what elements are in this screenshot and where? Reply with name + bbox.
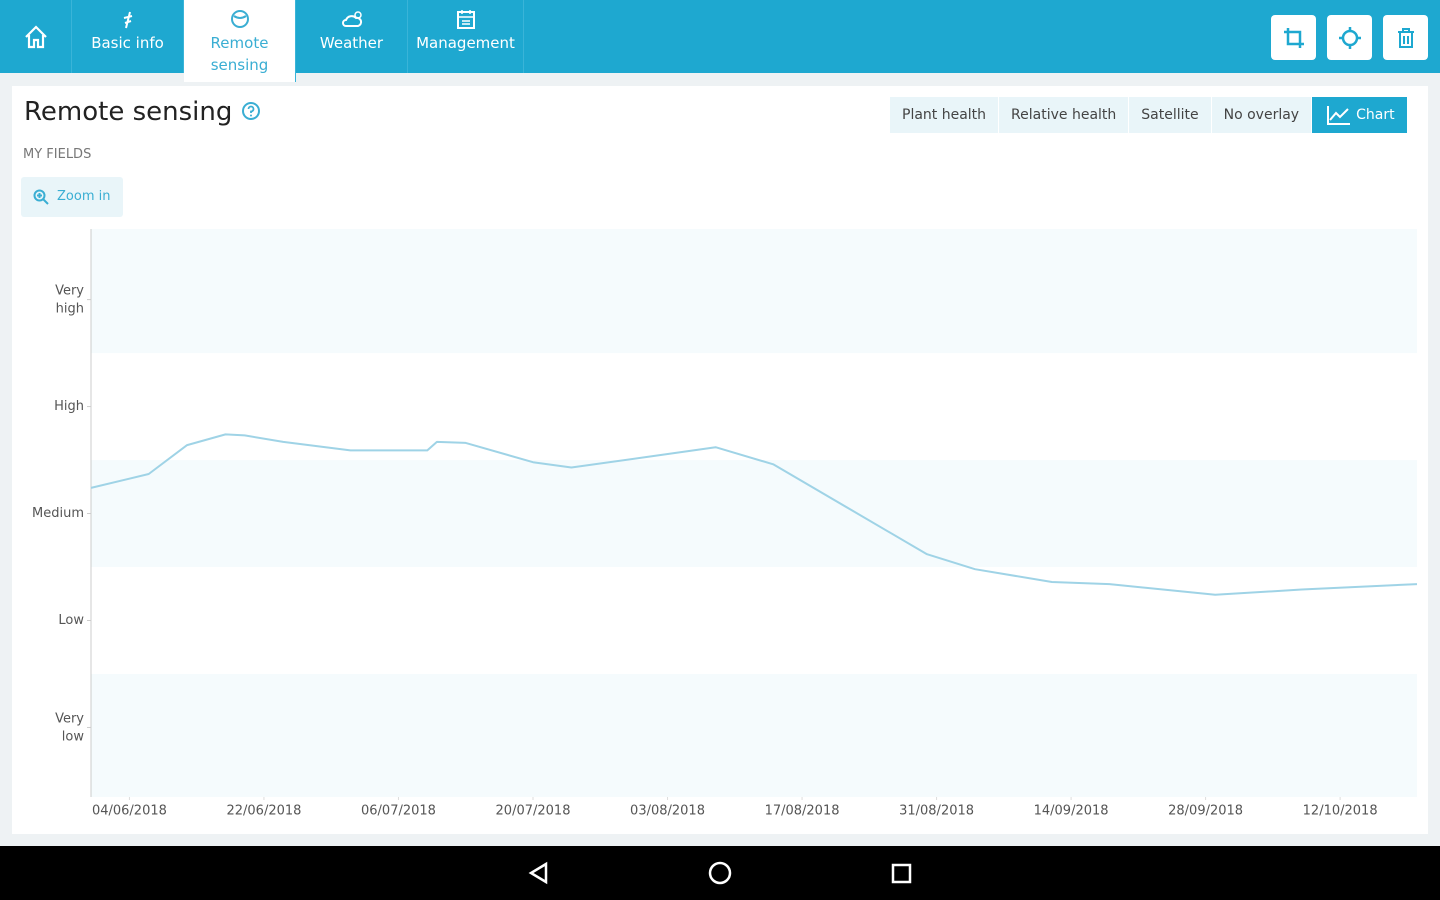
tab-label: Weather <box>319 34 384 52</box>
y-tick-label: Very low <box>55 711 84 744</box>
y-tick-label: High <box>54 399 84 414</box>
zoom-button[interactable]: Zoom in <box>21 177 123 217</box>
crop-button[interactable] <box>1271 15 1316 60</box>
locate-button[interactable] <box>1327 15 1372 60</box>
band <box>91 673 1417 797</box>
zoom-label: Zoom in <box>57 189 111 204</box>
title-text: Remote sensing <box>24 97 233 127</box>
section-label: MY FIELDS <box>23 147 92 162</box>
data-line <box>90 433 1418 596</box>
page-title: Remote sensing <box>24 97 261 127</box>
chart-icon <box>1327 106 1351 125</box>
home-tab[interactable] <box>0 0 72 73</box>
x-tick-label: 04/06/2018 <box>92 804 167 819</box>
overlay-option[interactable]: Satellite <box>1129 97 1212 133</box>
overlay-label: Relative health <box>1011 107 1117 123</box>
tab-label: Basic info <box>91 34 164 52</box>
overlay-option[interactable]: No overlay <box>1211 97 1313 133</box>
nav-tab[interactable]: Weather <box>296 0 408 73</box>
x-tick-label: 22/06/2018 <box>226 804 301 819</box>
x-tick-label: 17/08/2018 <box>765 804 840 819</box>
tab-label: Management <box>416 34 515 52</box>
x-tick-label: 31/08/2018 <box>899 804 974 819</box>
x-tick-label: 14/09/2018 <box>1034 804 1109 819</box>
y-tick-label: Medium <box>32 506 84 521</box>
x-tick-label: 28/09/2018 <box>1168 804 1243 819</box>
band <box>91 229 1417 354</box>
x-tick-label: 06/07/2018 <box>361 804 436 819</box>
nav-tab[interactable]: Remote sensing <box>184 0 296 82</box>
nav-tab[interactable]: Management <box>408 0 524 73</box>
overlay-label: No overlay <box>1223 107 1300 123</box>
overlay-label: Chart <box>1356 107 1395 123</box>
overlay-option[interactable]: Chart <box>1312 97 1408 133</box>
delete-button[interactable] <box>1383 15 1428 60</box>
chart: Very high High Medium Low Very low 04/06/2018 22… <box>32 229 1418 819</box>
top-bar: Basic info Remote sensing Weather Manage… <box>0 0 1440 82</box>
x-tick-label: 20/07/2018 <box>496 804 571 819</box>
overlay-label: Satellite <box>1141 107 1199 123</box>
overlay-toggle: Plant health Relative health Satellite No o… <box>890 97 1408 133</box>
tab-label: Remote sensing <box>210 34 269 74</box>
help-icon[interactable] <box>241 101 261 121</box>
nav-tab[interactable]: Basic info <box>72 0 184 73</box>
x-tick-label: 03/08/2018 <box>630 804 705 819</box>
system-nav-bar <box>0 846 1440 900</box>
overlay-label: Plant health <box>902 107 987 123</box>
y-tick-label: Very high <box>55 283 84 316</box>
band <box>91 460 1417 568</box>
y-tick-label: Low <box>58 613 84 628</box>
overlay-option[interactable]: Relative health <box>999 97 1130 133</box>
x-tick-label: 12/10/2018 <box>1303 804 1378 819</box>
nav-icons <box>528 861 912 885</box>
overlay-option[interactable]: Plant health <box>890 97 1000 133</box>
